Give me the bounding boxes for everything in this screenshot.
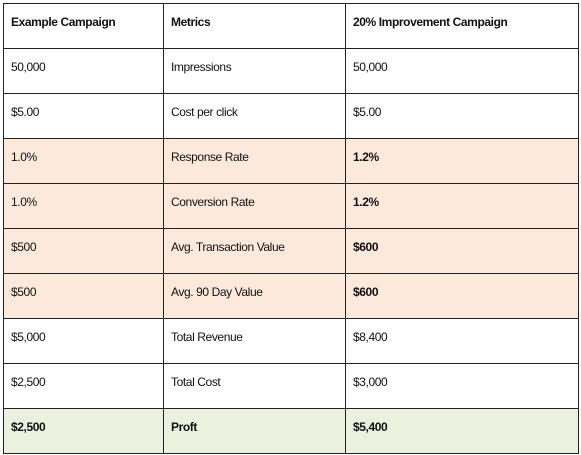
table-header: Example Campaign Metrics 20% Improvement C… — [3, 3, 579, 49]
table-cell: $5,400 — [345, 408, 579, 454]
table-row: $5.00 Cost per click $5.00 — [3, 93, 579, 139]
table-cell: Response Rate — [163, 138, 346, 184]
table-cell: Total Revenue — [163, 318, 346, 364]
header-cell: Example Campaign — [3, 3, 164, 49]
table-cell: 1.0% — [3, 138, 164, 184]
table-row: $500 Avg. 90 Day Value $600 — [3, 273, 579, 319]
header-row: Example Campaign Metrics 20% Improvement C… — [3, 3, 579, 49]
table-row: 1.0% Response Rate 1.2% — [3, 138, 579, 184]
table-cell: Cost per click — [163, 93, 346, 139]
table-cell: 1.2% — [345, 183, 579, 229]
table-cell: $600 — [345, 228, 579, 274]
table-cell: $600 — [345, 273, 579, 319]
table-cell: $3,000 — [345, 363, 579, 409]
table-row: $2,500 Total Cost $3,000 — [3, 363, 579, 409]
table-cell: $500 — [3, 273, 164, 319]
comparison-table: Example Campaign Metrics 20% Improvement C… — [3, 3, 579, 454]
table-cell: $8,400 — [345, 318, 579, 364]
table-cell: 50,000 — [3, 48, 164, 94]
table-cell: Conversion Rate — [163, 183, 346, 229]
table-cell: Impressions — [163, 48, 346, 94]
table-cell: Avg. Transaction Value — [163, 228, 346, 274]
table-cell: $5.00 — [3, 93, 164, 139]
header-cell: Metrics — [163, 3, 346, 49]
table-row: $5,000 Total Revenue $8,400 — [3, 318, 579, 364]
table-cell: 50,000 — [345, 48, 579, 94]
table-row: 50,000 Impressions 50,000 — [3, 48, 579, 94]
header-cell: 20% Improvement Campaign — [345, 3, 579, 49]
table-cell: $500 — [3, 228, 164, 274]
table-cell: 1.2% — [345, 138, 579, 184]
table-cell: 1.0% — [3, 183, 164, 229]
table-cell: $5,000 — [3, 318, 164, 364]
table-body: 50,000 Impressions 50,000 $5.00 Cost per cli… — [3, 48, 579, 454]
table-row: 1.0% Conversion Rate 1.2% — [3, 183, 579, 229]
table-cell: $2,500 — [3, 363, 164, 409]
table-cell: Total Cost — [163, 363, 346, 409]
table-cell: $5.00 — [345, 93, 579, 139]
table-row: $500 Avg. Transaction Value $600 — [3, 228, 579, 274]
table-row: $2,500 Proft $5,400 — [3, 408, 579, 454]
table-cell: Proft — [163, 408, 346, 454]
table-cell: Avg. 90 Day Value — [163, 273, 346, 319]
table-cell: $2,500 — [3, 408, 164, 454]
